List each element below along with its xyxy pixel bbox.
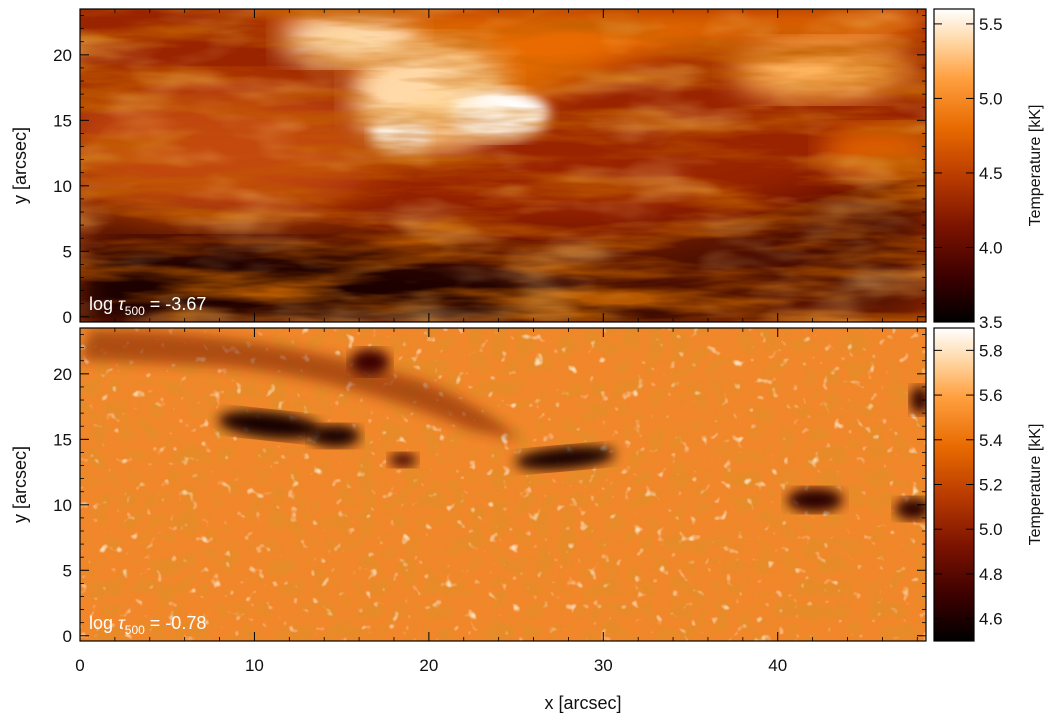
colorbar-tick-label: 4.8 [979, 565, 1003, 584]
colorbar-tick-label: 5.5 [979, 15, 1003, 34]
bottom-panel-axes: 0 5 10 15 20 y [arcsec] log τ500 = -0.78 [10, 327, 927, 646]
y-axis-label: y [arcsec] [10, 127, 30, 204]
x-tick-label: 20 [419, 656, 438, 675]
top-panel-axes: 0 5 10 15 20 y [arcsec] log τ500 = -3.67 [10, 8, 927, 327]
x-tick-label: 30 [594, 656, 613, 675]
x-tick-label: 10 [245, 656, 264, 675]
colorbar-tick-label: 5.2 [979, 476, 1003, 495]
optical-depth-annotation: log τ500 = -3.67 [89, 294, 206, 318]
colorbar-tick-label: 4.5 [979, 164, 1003, 183]
colorbar-tick-label: 3.5 [979, 313, 1003, 332]
y-tick-label: 10 [53, 496, 72, 515]
colorbar-label: Temperature [kK] [1027, 424, 1044, 546]
colorbar-tick-label: 5.0 [979, 520, 1003, 539]
x-tick-label: 40 [768, 656, 787, 675]
top-colorbar: 3.5 4.0 4.5 5.0 5.5 Temperature [kK] [933, 8, 1044, 332]
y-tick-label: 0 [63, 308, 72, 327]
y-tick-label: 15 [53, 430, 72, 449]
colorbar-tick-label: 4.6 [979, 610, 1003, 629]
bottom-panel-frame [79, 327, 927, 642]
y-axis-label: y [arcsec] [10, 446, 30, 523]
y-tick-label: 15 [53, 111, 72, 130]
x-axis-label: x [arcsec] [544, 693, 621, 713]
colorbar-tick-label: 4.0 [979, 238, 1003, 257]
optical-depth-annotation: log τ500 = -0.78 [89, 613, 206, 637]
x-tick-label: 0 [75, 656, 84, 675]
bottom-panel-image [80, 328, 926, 641]
y-tick-label: 5 [63, 561, 72, 580]
top-panel-frame [79, 8, 927, 323]
colorbar-tick-label: 5.6 [979, 386, 1003, 405]
colorbar-tick-label: 5.0 [979, 89, 1003, 108]
y-tick-label: 5 [63, 242, 72, 261]
x-axis: 0 10 20 30 40 x [arcsec] [75, 656, 787, 713]
colorbar-tick-label: 5.8 [979, 341, 1003, 360]
y-tick-label: 0 [63, 627, 72, 646]
y-tick-label: 20 [53, 46, 72, 65]
bottom-colorbar: 4.6 4.8 5.0 5.2 5.4 5.6 5.8 Temperature [kK] [933, 327, 1044, 642]
top-panel-image [80, 9, 926, 322]
y-tick-label: 20 [53, 365, 72, 384]
colorbar-tick-label: 5.4 [979, 431, 1003, 450]
colorbar-gradient [933, 8, 975, 323]
colorbar-label: Temperature [kK] [1027, 105, 1044, 227]
y-tick-label: 10 [53, 177, 72, 196]
